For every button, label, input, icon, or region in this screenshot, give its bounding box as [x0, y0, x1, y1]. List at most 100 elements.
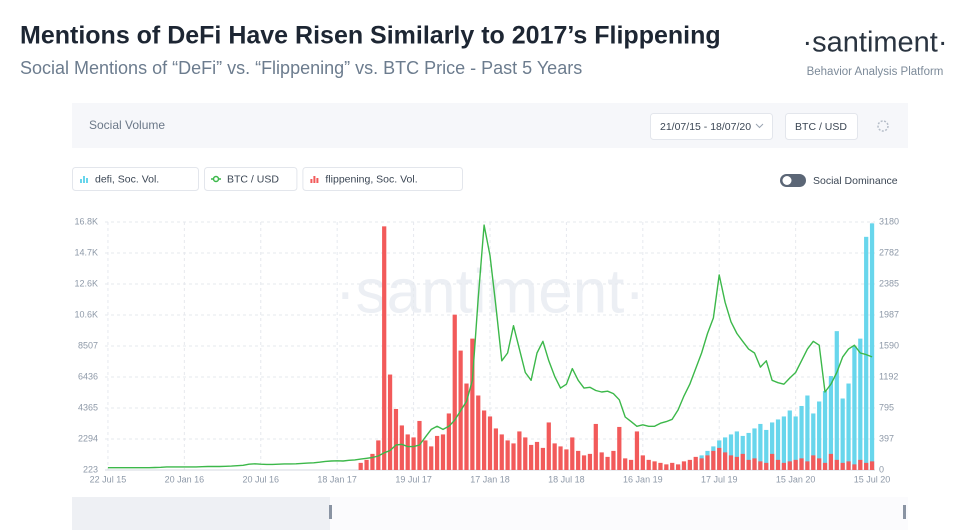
- bar: [440, 434, 446, 470]
- bar: [864, 462, 869, 470]
- bar: [493, 428, 498, 470]
- bar: [705, 455, 710, 470]
- bar: [370, 453, 375, 470]
- tagline: Behavior Analysis Platform: [807, 66, 944, 78]
- chip-icon: [212, 175, 220, 183]
- bar: [658, 462, 663, 470]
- bar: [764, 429, 769, 470]
- bar: [858, 459, 863, 470]
- panel-header: [72, 103, 908, 148]
- bar: [834, 459, 839, 470]
- bar: [728, 434, 734, 470]
- bar: [734, 431, 739, 470]
- date-range-picker[interactable]: [650, 113, 773, 140]
- bar: [746, 432, 751, 470]
- bar: [546, 422, 551, 470]
- y-tick-label: 2294: [78, 433, 98, 443]
- legend-chip[interactable]: BTC / USD: [204, 167, 298, 191]
- bar: [358, 462, 363, 470]
- bar: [623, 458, 628, 470]
- bar: [464, 383, 469, 470]
- bar: [393, 408, 399, 470]
- bar: [576, 450, 581, 470]
- page-subtitle: Social Mentions of “DeFi” vs. “Flippenin…: [20, 58, 582, 78]
- x-tick-label: 22 Jul 15: [90, 474, 127, 484]
- bar: [787, 410, 792, 470]
- chip-box: [72, 167, 199, 191]
- y-tick-label: 6436: [78, 371, 98, 381]
- bar: [740, 453, 745, 470]
- bar: [717, 447, 722, 470]
- bar: [399, 425, 404, 470]
- toggle-label: Social Dominance: [813, 175, 898, 187]
- legend-label: BTC / USD: [227, 173, 279, 185]
- bar: [634, 431, 640, 470]
- x-tick-label: 18 Jul 18: [548, 474, 585, 484]
- bar: [758, 423, 763, 470]
- logo: ·santiment·: [802, 27, 947, 59]
- chip-box: [302, 167, 463, 191]
- bar: [858, 338, 863, 470]
- bar: [852, 464, 857, 470]
- bar: [822, 391, 828, 470]
- bar: [487, 416, 493, 470]
- settings-icon[interactable]: [877, 120, 889, 132]
- bar: [864, 236, 869, 470]
- bar: [646, 459, 651, 470]
- legend-chip[interactable]: flippening, Soc. Vol.: [302, 167, 463, 191]
- y-tick-label: 10.6K: [74, 309, 98, 319]
- bar: [529, 444, 534, 470]
- x-tick-label: 15 Jan 20: [776, 474, 816, 484]
- bar: [534, 441, 540, 470]
- price-line: [107, 224, 873, 469]
- metric-button[interactable]: [785, 113, 858, 140]
- navigator-handle[interactable]: [903, 505, 906, 519]
- bar: [869, 223, 875, 470]
- bar: [828, 376, 834, 470]
- bar: [523, 437, 528, 470]
- bar: [840, 462, 845, 470]
- y-tick-label: 223: [83, 464, 98, 474]
- bar: [423, 440, 428, 470]
- y2-tick-label: 1987: [879, 309, 899, 319]
- chip-box: [204, 167, 298, 191]
- y2-tick-label: 795: [879, 402, 894, 412]
- y-tick-label: 4365: [78, 402, 98, 412]
- bar: [570, 437, 575, 470]
- bar: [787, 461, 792, 470]
- bar: [793, 416, 798, 470]
- bar: [581, 455, 587, 470]
- y-tick-label: 12.6K: [74, 278, 98, 288]
- bar: [805, 395, 810, 470]
- legend-label: flippening, Soc. Vol.: [325, 173, 417, 185]
- date-range: 21/07/15 - 18/07/20: [660, 121, 751, 133]
- bar: [699, 458, 704, 470]
- y-tick-label: 8507: [78, 340, 98, 350]
- y2-tick-label: 1192: [879, 371, 898, 381]
- legend-chip[interactable]: defi, Soc. Vol.: [72, 167, 199, 191]
- navigator-handle[interactable]: [329, 505, 332, 519]
- x-tick-label: 17 Jul 19: [701, 474, 738, 484]
- bar: [764, 462, 769, 470]
- bar: [752, 428, 757, 470]
- bar: [499, 434, 504, 470]
- bar: [693, 456, 698, 470]
- bar: [740, 435, 745, 470]
- bar: [770, 453, 775, 470]
- bar: [593, 423, 598, 470]
- bar: [611, 450, 616, 470]
- page-title: Mentions of DeFi Have Risen Similarly to…: [20, 22, 721, 50]
- bar: [652, 461, 657, 470]
- bar: [752, 458, 757, 470]
- x-tick-label: 17 Jan 18: [470, 474, 510, 484]
- bar: [722, 452, 728, 470]
- y2-tick-label: 1590: [879, 340, 899, 350]
- chip-icon: [313, 176, 316, 183]
- bar: [805, 461, 810, 470]
- bar: [746, 459, 751, 470]
- bar: [470, 338, 475, 470]
- bar: [387, 374, 393, 470]
- bar: [770, 422, 775, 470]
- bar: [846, 383, 851, 470]
